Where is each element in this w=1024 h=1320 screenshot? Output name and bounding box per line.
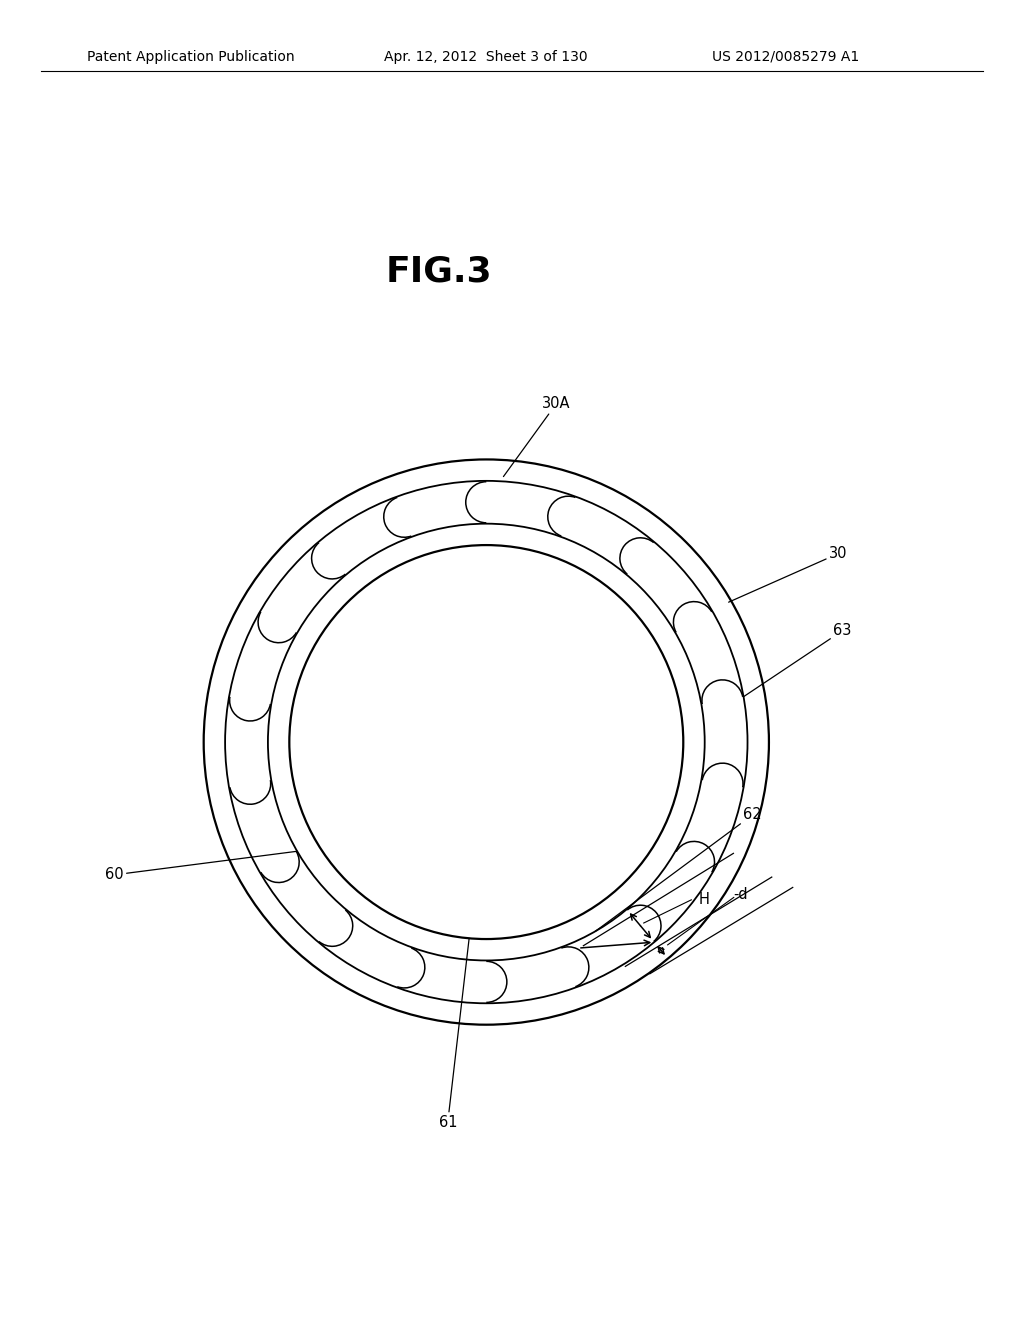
Text: Apr. 12, 2012  Sheet 3 of 130: Apr. 12, 2012 Sheet 3 of 130 [384, 50, 588, 63]
Text: US 2012/0085279 A1: US 2012/0085279 A1 [712, 50, 859, 63]
Text: 62: 62 [596, 808, 762, 931]
Text: Patent Application Publication: Patent Application Publication [87, 50, 295, 63]
Text: 63: 63 [743, 623, 852, 697]
Text: FIG.3: FIG.3 [386, 253, 493, 288]
Text: H: H [698, 892, 709, 907]
Text: 60: 60 [105, 851, 297, 882]
Text: -d: -d [733, 887, 748, 903]
Text: 30: 30 [729, 546, 848, 602]
Text: 61: 61 [438, 939, 469, 1130]
Text: 30A: 30A [504, 396, 570, 477]
